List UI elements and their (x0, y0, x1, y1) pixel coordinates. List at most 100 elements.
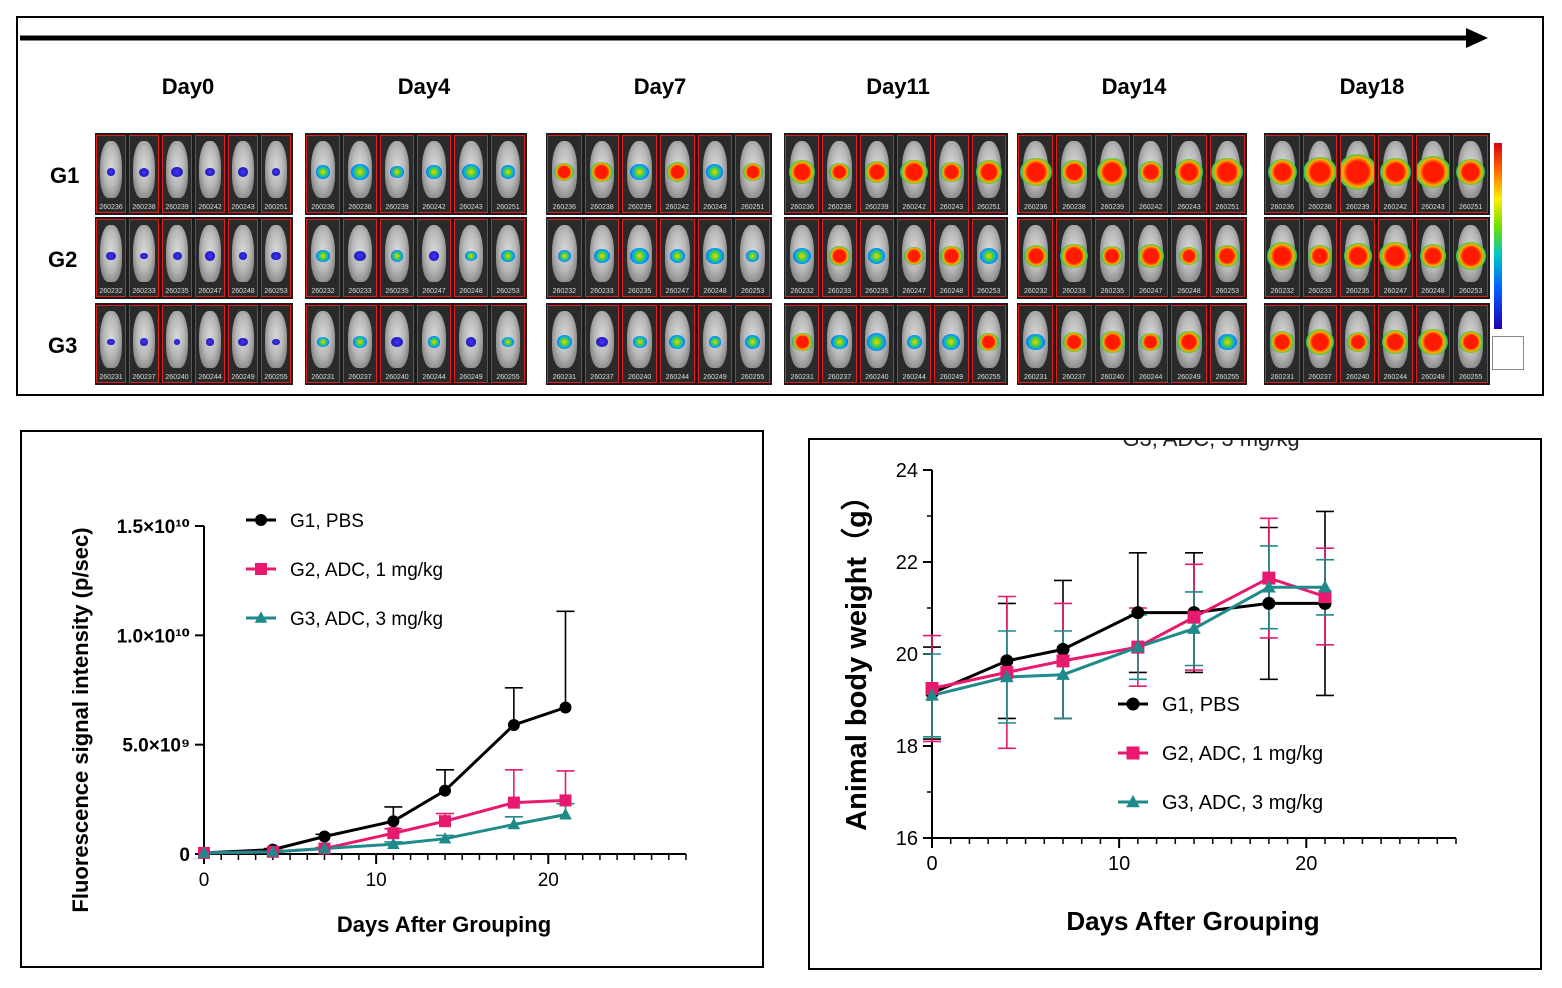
mouse-image: 260244 (1378, 305, 1413, 383)
imaging-strip (1264, 133, 1490, 215)
mouse-id-label: 260231 (790, 374, 814, 381)
mouse-id-label: 260242 (902, 204, 926, 211)
mouse-id-label: 260233 (1308, 288, 1332, 295)
mouse-image: 260255 (735, 305, 770, 383)
mouse-id-label: 260236 (311, 204, 335, 211)
mouse-id-label: 260247 (665, 288, 689, 295)
y-tick-label: 24 (896, 460, 918, 482)
mouse-image: 260240 (1094, 305, 1130, 383)
mouse-image: 260243 (1171, 135, 1207, 213)
mouse-id-label: 260248 (703, 288, 727, 295)
bioluminescence-signal (391, 337, 403, 347)
y-tick-label: 22 (896, 552, 918, 574)
data-point (266, 845, 280, 857)
mouse-id-label: 260255 (740, 374, 765, 381)
bioluminescence-signal (173, 338, 181, 346)
radiance-color-scale (1494, 143, 1502, 329)
mouse-id-label: 260231 (1023, 374, 1048, 381)
data-point (1056, 667, 1070, 680)
bioluminescence-signal (501, 249, 515, 263)
mouse-id-label: 260240 (385, 374, 409, 381)
data-point (559, 808, 572, 820)
mouse-id-label: 260233 (348, 288, 372, 295)
mouse-image: 260239 (1340, 135, 1375, 213)
mouse-id-label: 260251 (1458, 204, 1483, 211)
mouse-id-label: 260249 (703, 374, 727, 381)
group-label: G2 (48, 247, 78, 272)
bioluminescence-signal (630, 163, 649, 181)
bioluminescence-signal (139, 167, 149, 177)
fluorescence-chart-frame (20, 430, 764, 968)
mouse-id-label: 260247 (1383, 288, 1407, 295)
mouse-id-label: 260238 (590, 204, 614, 211)
mouse-id-label: 260239 (627, 204, 652, 211)
mouse-id-label: 260237 (132, 374, 156, 381)
data-point (387, 837, 400, 849)
body-weight-y-axis-label: Animal body weight（g） (840, 481, 873, 831)
fluorescence-y-axis-label: Fluorescence signal intensity (p/sec) (68, 527, 93, 912)
group-label: G1 (50, 163, 80, 188)
mouse-id-label: 260233 (1062, 288, 1086, 295)
mouse-image: 260239 (622, 135, 657, 213)
mouse-image: 260253 (1209, 219, 1245, 297)
bioluminescence-signal (271, 168, 281, 176)
mouse-id-label: 260231 (99, 374, 123, 381)
mouse-image: 260235 (622, 219, 657, 297)
bioluminescence-signal (390, 165, 404, 179)
mouse-id-label: 260251 (740, 204, 765, 211)
mouse-image: 260244 (660, 305, 695, 383)
mouse-image: 260249 (228, 305, 258, 383)
bioluminescence-signal (1061, 160, 1087, 184)
mouse-image: 260237 (822, 305, 857, 383)
mouse-id-label: 260244 (902, 374, 926, 381)
mouse-image: 260244 (195, 305, 225, 383)
legend-label: G3, ADC, 3 mg/kg (290, 609, 443, 630)
fluorescence-error-bars (263, 610, 575, 853)
mouse-image: 260244 (1133, 305, 1169, 383)
bioluminescence-signal (206, 338, 214, 346)
bioluminescence-signal (979, 247, 999, 265)
mouse-id-label: 260238 (1062, 204, 1086, 211)
mouse-id-label: 260243 (939, 204, 964, 211)
y-tick-label: 20 (896, 644, 918, 666)
bioluminescence-signal (1341, 154, 1374, 190)
mouse-id-label: 260236 (790, 204, 814, 211)
mouse-id-label: 260236 (1270, 204, 1294, 211)
mouse-image: 260236 (1265, 135, 1300, 213)
mouse-image: 260248 (1415, 219, 1451, 297)
data-point (1262, 596, 1276, 610)
mouse-image: 260251 (971, 135, 1006, 213)
bioluminescence-signal (904, 247, 925, 265)
legend-label: G2, ADC, 1 mg/kg (290, 560, 443, 581)
mouse-id-label: 260240 (165, 374, 189, 381)
mouse-id-label: 260255 (977, 374, 1001, 381)
fluorescence-chart: 0 10 20 0 5.0×10⁹ 1.0×10¹⁰ 1.5×10¹⁰ G1, PBS G2,… (68, 511, 687, 937)
imaging-strip (95, 133, 293, 215)
mouse-image: 260243 (697, 135, 733, 213)
bioluminescence-signal (1026, 333, 1045, 351)
mouse-id-label: 260248 (459, 288, 483, 295)
bioluminescence-signal (864, 161, 889, 183)
mouse-id-label: 260253 (1215, 288, 1239, 295)
mouse-image: 260238 (129, 135, 159, 213)
bioluminescence-signal (745, 249, 760, 263)
mouse-id-label: 260253 (977, 288, 1001, 295)
imaging-strip (1264, 217, 1490, 299)
legend-marker (255, 514, 267, 526)
mouse-id-label: 260247 (198, 288, 222, 295)
mouse-id-label: 260237 (1308, 374, 1332, 381)
imaging-strip (546, 217, 772, 299)
day-label: Day14 (1101, 74, 1167, 99)
bioluminescence-signal (427, 336, 441, 348)
data-point (318, 830, 331, 843)
bioluminescence-signal (978, 332, 1000, 352)
mouse-id-label: 260255 (1215, 374, 1239, 381)
mouse-id-label: 260253 (264, 288, 288, 295)
data-point (1262, 580, 1276, 593)
mouse-image: 260233 (584, 219, 620, 297)
mouse-image: 260232 (785, 219, 820, 297)
mouse-image: 260235 (859, 219, 894, 297)
mouse-image: 260253 (491, 219, 525, 297)
mouse-image: 260232 (1018, 219, 1054, 297)
legend-label: G1, PBS (1162, 694, 1240, 716)
